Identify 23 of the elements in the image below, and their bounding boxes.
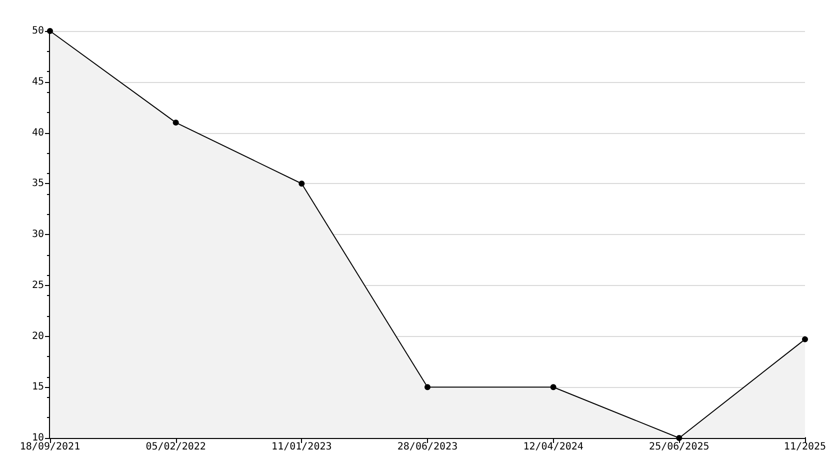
y-tick-label: 25: [32, 280, 44, 291]
point: [676, 435, 682, 441]
point: [424, 384, 430, 390]
y-tick-label: 35: [32, 178, 44, 190]
y-tick-label: 40: [32, 127, 44, 138]
point: [172, 120, 179, 126]
point: [47, 28, 53, 34]
y-tick-label: 20: [32, 330, 44, 342]
x-tick-label: 11/2025: [784, 442, 826, 452]
y-tick-label: 30: [32, 229, 44, 240]
y-tick-label: 10: [32, 432, 44, 444]
y-tick-label: 15: [32, 382, 44, 393]
x-tick-label: 25/06/2025: [649, 442, 710, 452]
x-tick-label: 05/02/2022: [146, 442, 206, 452]
point: [802, 336, 808, 342]
x-tick-label: 28/06/2023: [397, 442, 458, 452]
x-tick-label: 11/01/2023: [272, 442, 332, 452]
x-tick-label: 12/04/2024: [523, 442, 584, 452]
y-tick-label: 45: [32, 76, 44, 88]
x-tick-label: 18/09/2021: [20, 442, 80, 452]
point: [550, 384, 556, 390]
point: [298, 180, 305, 187]
y-tick-label: 50: [32, 26, 44, 36]
